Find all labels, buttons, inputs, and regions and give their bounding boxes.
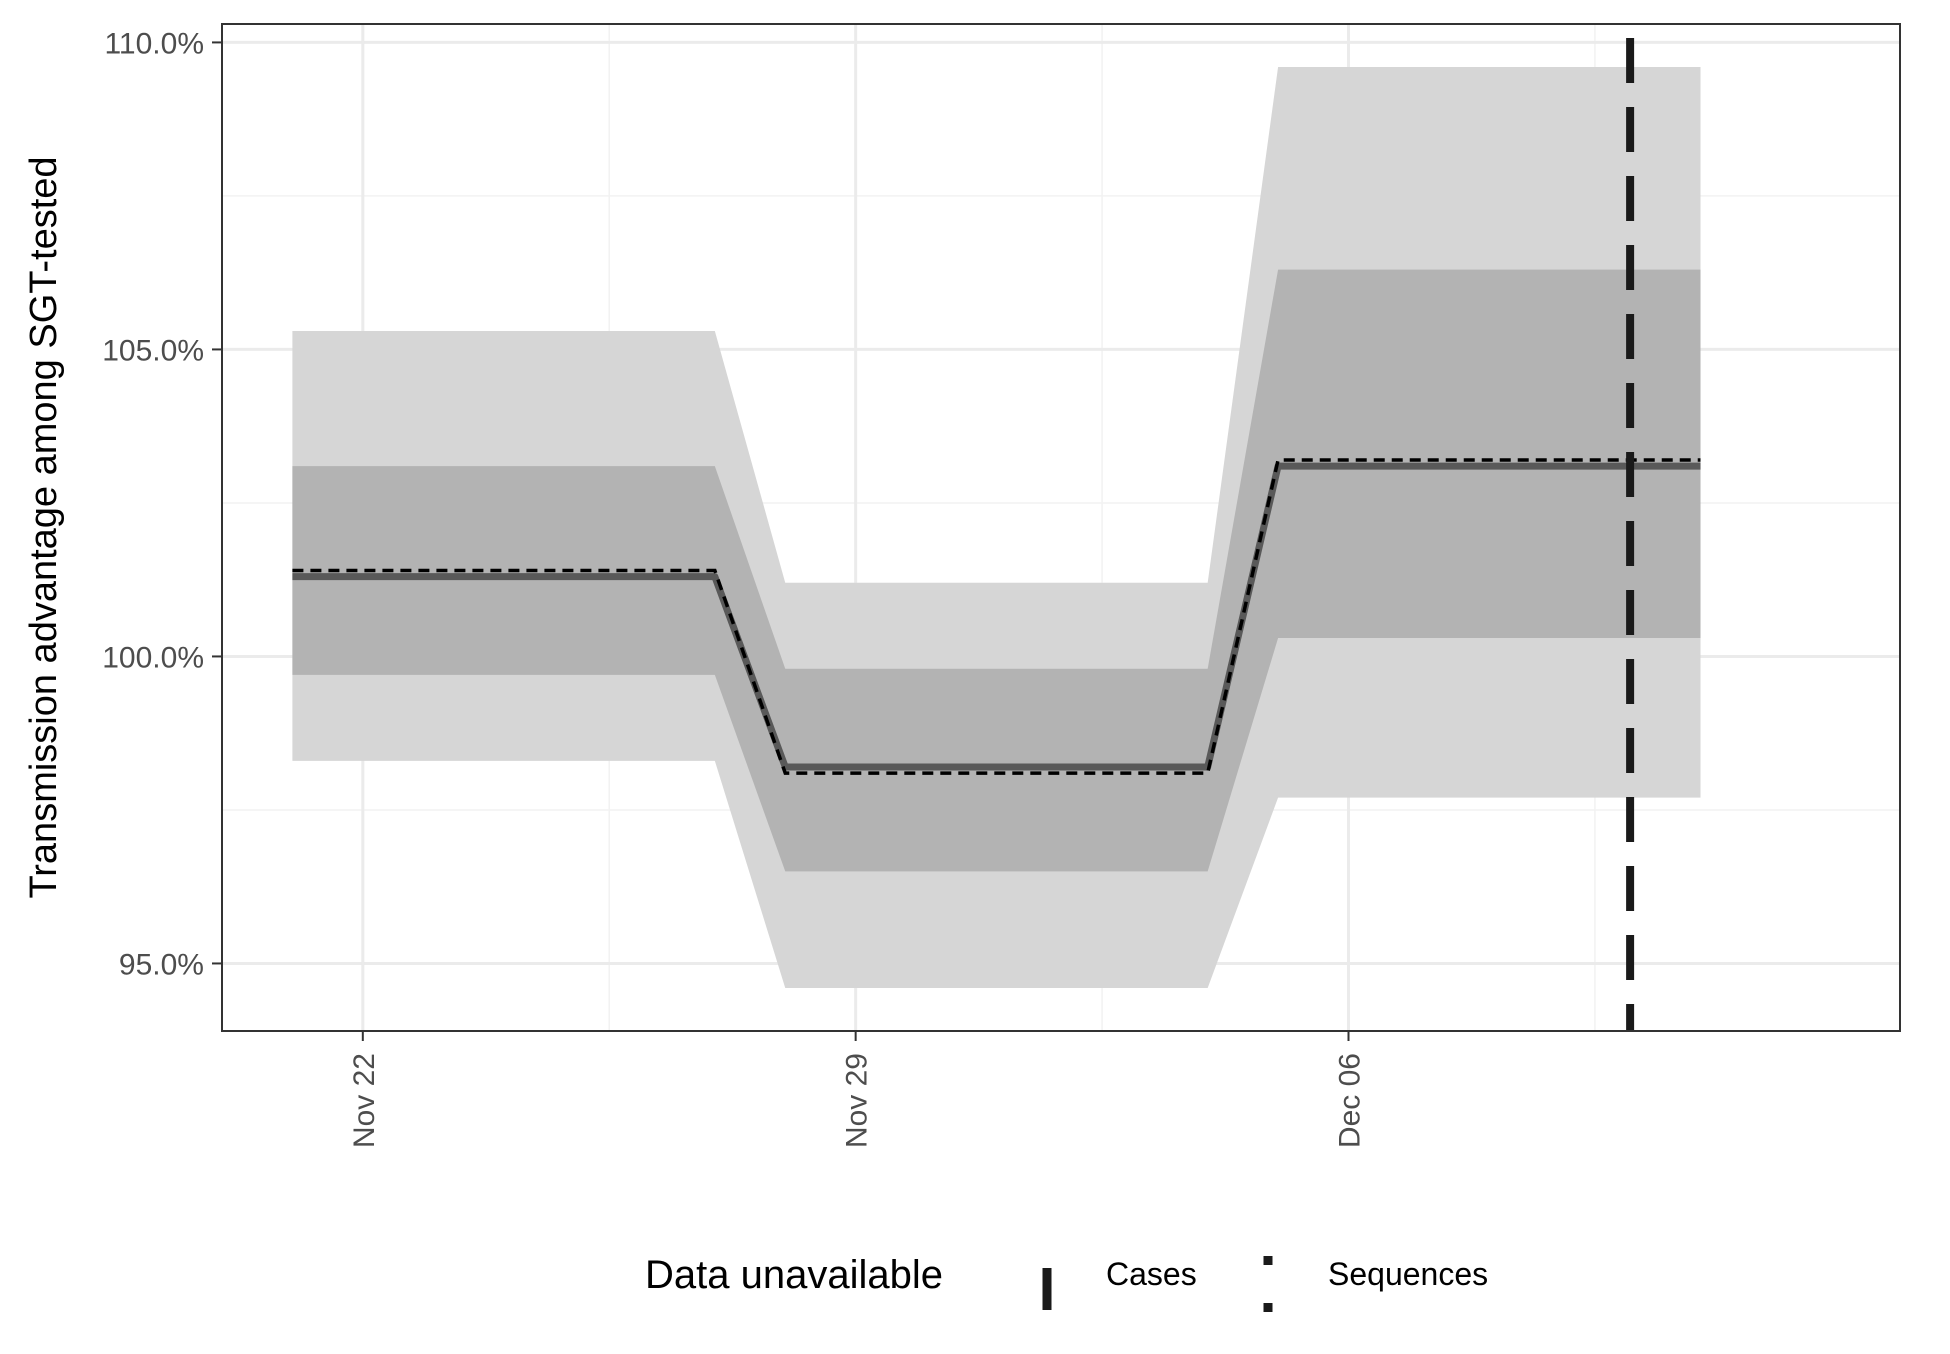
legend-title: Data unavailable (645, 1253, 943, 1297)
x-tick-label: Nov 29 (841, 1053, 874, 1148)
y-tick-label: 95.0% (119, 948, 204, 981)
y-tick-label: 110.0% (104, 27, 204, 60)
x-tick-label: Dec 06 (1333, 1053, 1366, 1148)
legend-label: Cases (1106, 1256, 1197, 1292)
x-tick-label: Nov 22 (348, 1053, 381, 1148)
series-line-dashed (292, 458, 1701, 775)
y-axis-ticks: 95.0% 100.0% 105.0% 110.0% (102, 27, 222, 981)
legend-label: Sequences (1328, 1256, 1488, 1292)
y-tick-label: 105.0% (102, 334, 204, 367)
series-line-solid (292, 462, 1701, 771)
panel-border (221, 23, 1901, 1032)
confidence-bands (292, 66, 1701, 989)
legend: Data unavailable Cases Sequences (645, 1253, 1488, 1312)
band-inner (292, 269, 1701, 872)
y-tick-label: 100.0% (102, 641, 204, 674)
y-axis-label: Transmission advantage among SGT-tested (23, 156, 65, 898)
x-axis-ticks: Nov 22 Nov 29 Dec 06 (348, 1031, 1366, 1148)
series-lines (292, 458, 1701, 775)
